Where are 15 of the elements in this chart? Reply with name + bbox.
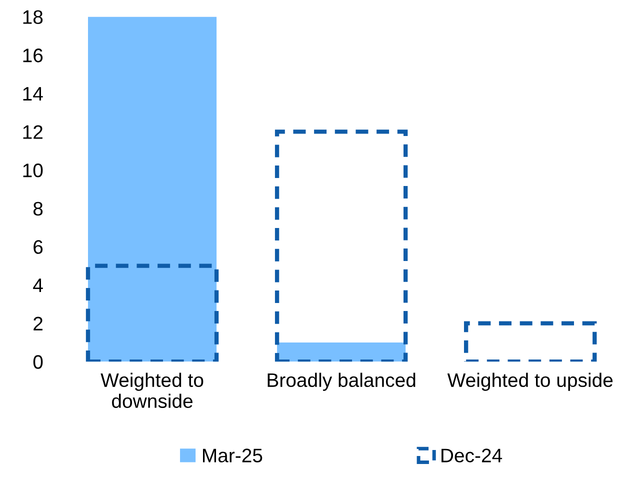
y-tick-label: 6 <box>34 240 43 254</box>
x-tick-label: Weighted to downside <box>100 372 204 408</box>
x-tick-label: Weighted to upside <box>447 372 613 391</box>
y-tick-label: 0 <box>33 355 43 369</box>
legend-label: Mar-25 <box>203 448 262 462</box>
y-tick-label: 18 <box>23 10 43 24</box>
y-tick-label: 10 <box>23 164 43 178</box>
y-tick-label: 8 <box>33 202 43 216</box>
x-tick-label: Broadly balanced <box>268 372 416 391</box>
legend-label: Dec-24 <box>442 448 502 462</box>
y-tick-label: 16 <box>23 48 43 62</box>
y-tick-label: 12 <box>23 125 42 139</box>
y-tick-label: 4 <box>33 278 43 292</box>
y-tick-label: 2 <box>34 316 42 330</box>
y-tick-label: 14 <box>23 87 43 100</box>
